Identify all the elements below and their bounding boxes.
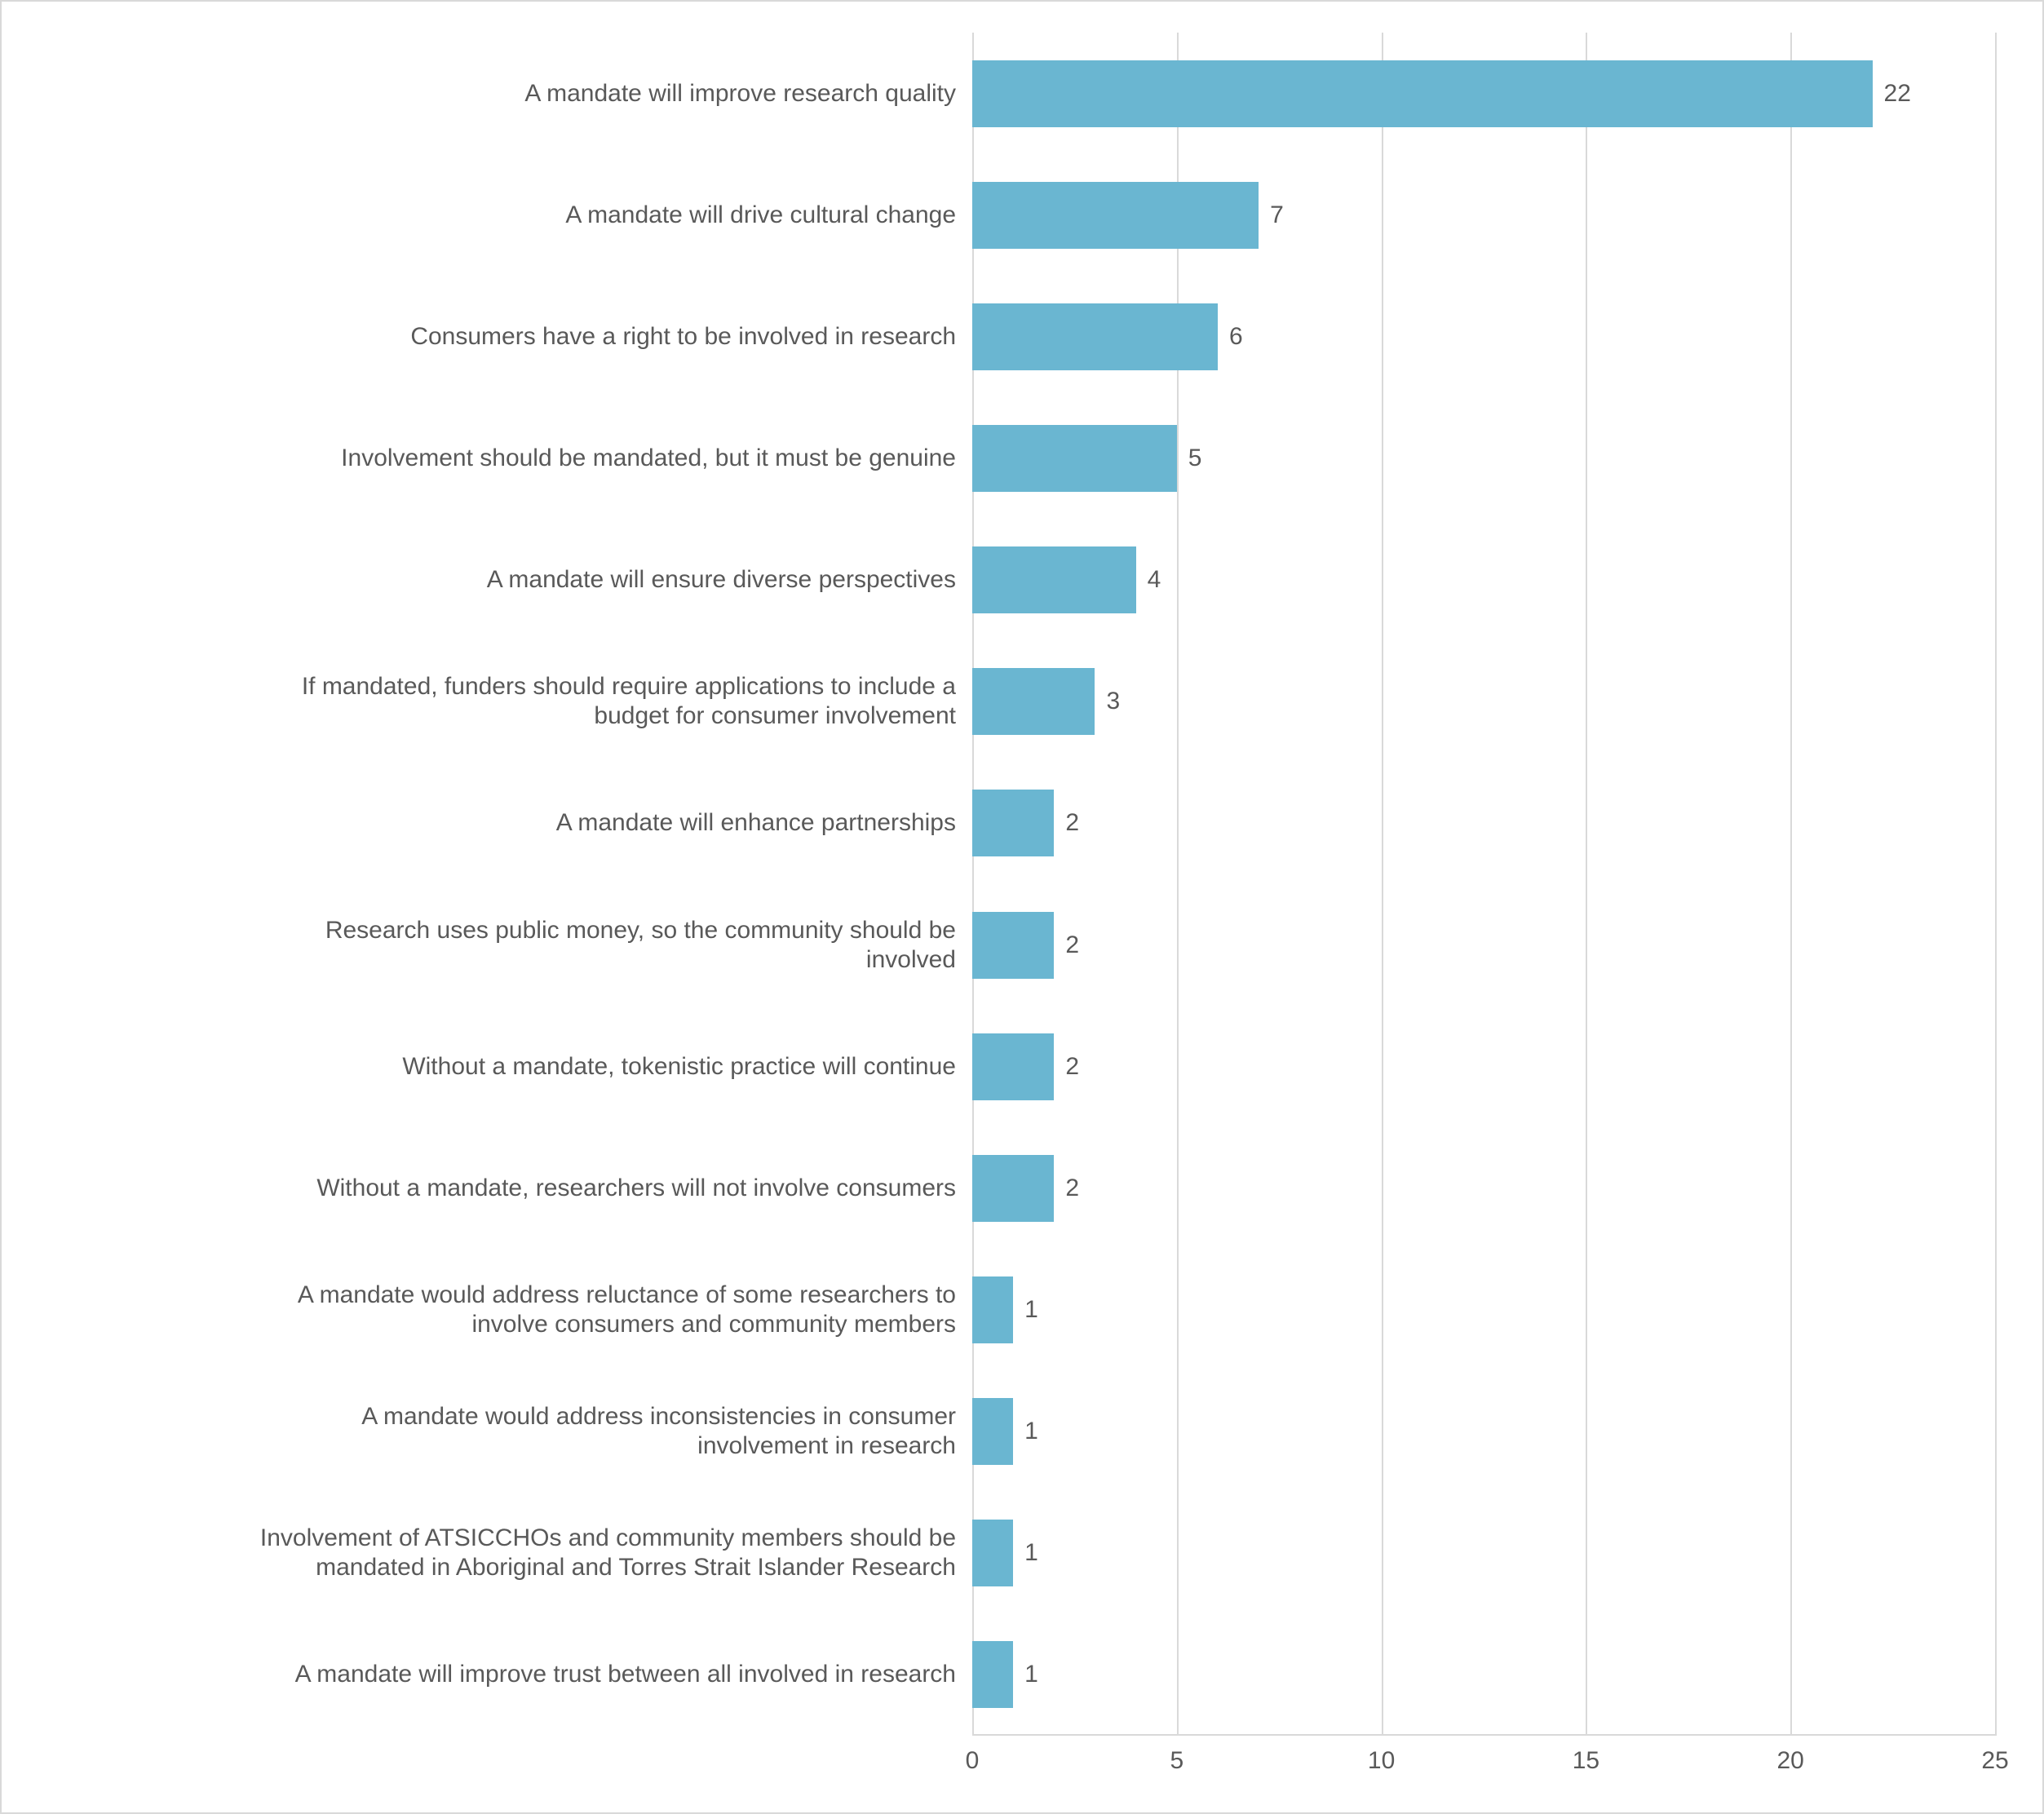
- category-label: Involvement of ATSICCHOs and community m…: [34, 1524, 956, 1582]
- value-label: 7: [1270, 201, 1284, 229]
- bar: [972, 425, 1177, 492]
- bar: [972, 1276, 1013, 1343]
- gridline: [1382, 33, 1383, 1736]
- value-label: 5: [1188, 445, 1202, 472]
- category-label: If mandated, funders should require appl…: [34, 672, 956, 731]
- category-label: Without a mandate, tokenistic practice w…: [34, 1052, 956, 1082]
- value-label: 2: [1065, 809, 1079, 837]
- bar: [972, 1398, 1013, 1465]
- gridline: [1790, 33, 1792, 1736]
- bar: [972, 1155, 1054, 1222]
- chart-frame: A mandate will improve research quality 2…: [0, 0, 2044, 1814]
- x-tick-label: 15: [1573, 1747, 1599, 1775]
- bar: [972, 1033, 1054, 1100]
- bar: [972, 546, 1136, 613]
- x-tick-label: 0: [966, 1747, 980, 1775]
- category-label: Research uses public money, so the commu…: [34, 916, 956, 975]
- plot-area: [972, 33, 1995, 1736]
- bar: [972, 1641, 1013, 1708]
- category-label: Consumers have a right to be involved in…: [34, 322, 956, 352]
- value-label: 1: [1024, 1296, 1038, 1324]
- gridline: [1177, 33, 1179, 1736]
- value-label: 4: [1148, 566, 1161, 594]
- value-label: 1: [1024, 1418, 1038, 1445]
- category-label: A mandate will improve research quality: [34, 79, 956, 108]
- value-label: 1: [1024, 1661, 1038, 1688]
- bar: [972, 1520, 1013, 1586]
- category-label: A mandate will enhance partnerships: [34, 808, 956, 838]
- gridline: [972, 33, 974, 1736]
- category-label: A mandate would address inconsistencies …: [34, 1402, 956, 1461]
- x-tick-label: 5: [1170, 1747, 1183, 1775]
- value-label: 2: [1065, 1053, 1079, 1081]
- category-label: A mandate will ensure diverse perspectiv…: [34, 565, 956, 595]
- bar: [972, 668, 1095, 735]
- x-tick-label: 20: [1777, 1747, 1804, 1775]
- bar: [972, 303, 1218, 370]
- gridline: [1995, 33, 1997, 1736]
- category-label: A mandate would address reluctance of so…: [34, 1281, 956, 1339]
- value-label: 2: [1065, 931, 1079, 959]
- value-label: 3: [1106, 688, 1120, 715]
- x-axis-line: [972, 1734, 1995, 1736]
- category-label: Without a mandate, researchers will not …: [34, 1174, 956, 1203]
- bar: [972, 182, 1259, 249]
- bar: [972, 60, 1873, 127]
- category-label: A mandate will improve trust between all…: [34, 1660, 956, 1689]
- category-label: Involvement should be mandated, but it m…: [34, 444, 956, 473]
- value-label: 2: [1065, 1175, 1079, 1202]
- gridline: [1586, 33, 1587, 1736]
- value-label: 22: [1884, 80, 1911, 108]
- value-label: 6: [1229, 323, 1243, 351]
- value-label: 1: [1024, 1539, 1038, 1567]
- category-label: A mandate will drive cultural change: [34, 201, 956, 230]
- x-tick-label: 10: [1368, 1747, 1395, 1775]
- bar: [972, 790, 1054, 856]
- bar: [972, 912, 1054, 979]
- x-tick-label: 25: [1981, 1747, 2008, 1775]
